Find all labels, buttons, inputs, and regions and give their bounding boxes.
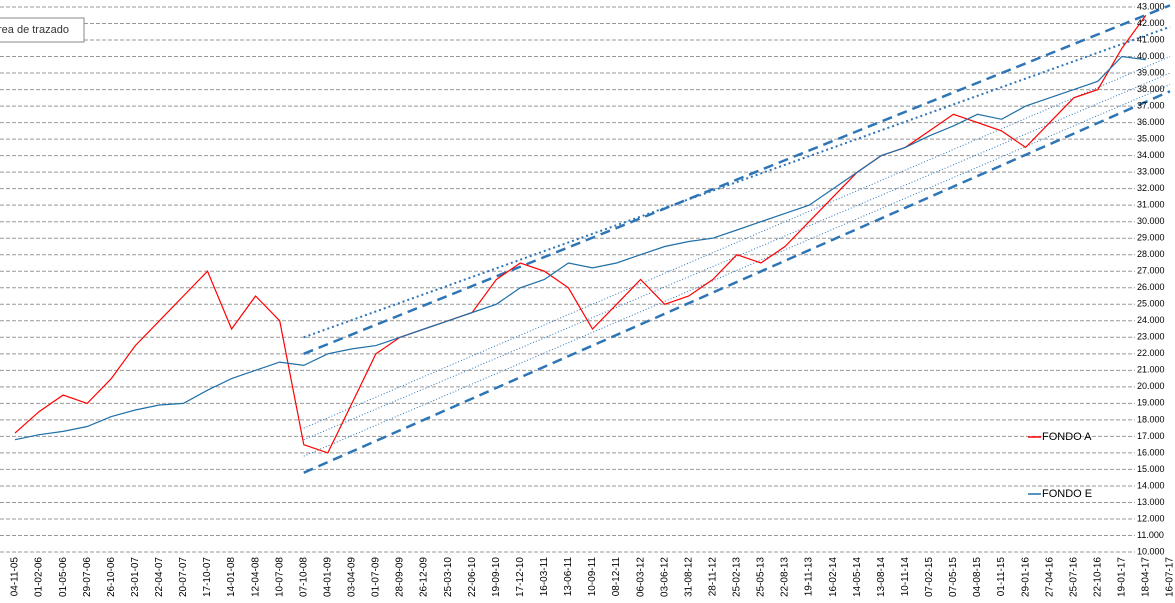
x-tick-label: 17-10-07 (202, 557, 213, 597)
x-tick-label: 16-03-11 (539, 557, 550, 597)
x-tick-label: 20-07-07 (178, 557, 189, 597)
y-tick-label: 38.000 (1137, 84, 1165, 94)
y-tick-label: 24.000 (1137, 315, 1165, 325)
trend-line (303, 84, 1171, 457)
series-line (14, 14, 1147, 454)
y-tick-label: 13.000 (1137, 497, 1165, 507)
tooltip: rea de trazado (0, 24, 69, 36)
y-tick-label: 25.000 (1137, 299, 1165, 309)
x-tick-label: 22-08-13 (780, 557, 791, 597)
y-tick-label: 23.000 (1137, 332, 1165, 342)
x-tick-label: 25-05-13 (756, 557, 767, 597)
y-tick-label: 34.000 (1137, 150, 1165, 160)
x-tick-label: 13-06-11 (563, 557, 574, 597)
x-tick-label: 31-08-12 (683, 557, 694, 597)
x-tick-label: 13-08-14 (876, 557, 887, 597)
x-tick-label: 27-04-16 (1044, 557, 1055, 597)
y-tick-label: 16.000 (1137, 447, 1165, 457)
y-tick-label: 35.000 (1137, 133, 1165, 143)
y-tick-label: 29.000 (1137, 233, 1165, 243)
x-tick-label: 22-04-07 (154, 557, 165, 597)
x-tick-label: 22-06-10 (467, 557, 478, 597)
x-tick-label: 29-01-16 (1020, 557, 1031, 597)
x-tick-label: 10-09-11 (587, 557, 598, 597)
x-tick-label: 04-11-05 (10, 557, 21, 597)
legend-label: FONDO E (1042, 488, 1092, 500)
y-tick-label: 40.000 (1137, 51, 1165, 61)
x-tick-label: 01-02-06 (34, 557, 45, 597)
y-tick-label: 37.000 (1137, 100, 1165, 110)
y-tick-label: 22.000 (1137, 348, 1165, 358)
x-tick-label: 16-02-14 (828, 557, 839, 597)
x-tick-label: 25-03-10 (443, 557, 454, 597)
trend-line (303, 72, 1171, 441)
y-tick-label: 36.000 (1137, 117, 1165, 127)
y-tick-label: 30.000 (1137, 216, 1165, 226)
y-tick-label: 43.000 (1137, 1, 1165, 11)
x-tick-label: 04-08-15 (972, 557, 983, 597)
y-tick-label: 18.000 (1137, 414, 1165, 424)
y-tick-label: 20.000 (1137, 381, 1165, 391)
x-tick-label: 10-07-08 (274, 557, 285, 597)
y-tick-label: 11.000 (1137, 530, 1164, 540)
x-tick-label: 01-11-15 (996, 557, 1007, 597)
y-tick-label: 27.000 (1137, 266, 1165, 276)
y-tick-label: 14.000 (1137, 480, 1165, 490)
x-tick-label: 01-05-06 (58, 557, 69, 597)
x-tick-label: 01-07-09 (371, 557, 382, 597)
x-tick-label: 19-01-17 (1117, 557, 1128, 597)
x-tick-label: 10-11-14 (900, 557, 911, 597)
y-tick-label: 32.000 (1137, 183, 1165, 193)
x-tick-label: 03-04-09 (347, 557, 358, 597)
y-tick-label: 39.000 (1137, 67, 1165, 77)
x-tick-label: 23-01-07 (130, 557, 141, 597)
x-tick-label: 08-12-11 (611, 557, 622, 597)
tooltip-box (0, 17, 85, 43)
x-tick-label: 17-12-10 (515, 557, 526, 597)
trend-line (303, 25, 1171, 339)
trend-line (303, 90, 1171, 474)
y-tick-label: 17.000 (1137, 431, 1165, 441)
x-tick-label: 03-06-12 (659, 557, 670, 597)
y-tick-label: 10.000 (1137, 546, 1165, 556)
x-tick-label: 06-03-12 (635, 557, 646, 597)
y-tick-label: 28.000 (1137, 249, 1165, 259)
x-tick-label: 07-10-08 (298, 557, 309, 597)
x-tick-label: 16-07-17 (1165, 557, 1175, 597)
y-tick-label: 26.000 (1137, 282, 1165, 292)
x-tick-label: 07-05-15 (948, 557, 959, 597)
x-tick-label: 29-07-06 (82, 557, 93, 597)
trend-line (303, 4, 1171, 355)
y-tick-label: 12.000 (1137, 513, 1165, 523)
legend-label: FONDO A (1042, 431, 1092, 443)
x-tick-label: 18-04-17 (1141, 557, 1152, 597)
x-tick-label: 28-11-12 (707, 557, 718, 597)
y-tick-label: 15.000 (1137, 464, 1165, 474)
x-tick-label: 14-01-08 (226, 557, 237, 597)
y-tick-label: 42.000 (1137, 18, 1165, 28)
x-tick-label: 26-12-09 (419, 557, 430, 597)
x-tick-label: 26-10-06 (106, 557, 117, 597)
y-tick-label: 41.000 (1137, 34, 1165, 44)
trend-line (303, 56, 1171, 429)
x-tick-label: 04-01-09 (322, 557, 333, 597)
y-tick-label: 19.000 (1137, 398, 1165, 408)
y-tick-label: 31.000 (1137, 200, 1165, 210)
x-tick-label: 25-02-13 (732, 557, 743, 597)
series-line (14, 55, 1146, 441)
x-tick-label: 07-02-15 (924, 557, 935, 597)
x-tick-label: 19-09-10 (491, 557, 502, 597)
x-tick-label: 19-11-13 (804, 557, 815, 597)
x-tick-label: 22-10-16 (1092, 557, 1103, 597)
x-tick-label: 28-09-09 (395, 557, 406, 597)
x-tick-label: 14-05-14 (852, 557, 863, 597)
y-tick-label: 21.000 (1137, 365, 1165, 375)
x-tick-label: 25-07-16 (1068, 557, 1079, 597)
x-tick-label: 12-04-08 (250, 557, 261, 597)
y-tick-label: 33.000 (1137, 167, 1165, 177)
